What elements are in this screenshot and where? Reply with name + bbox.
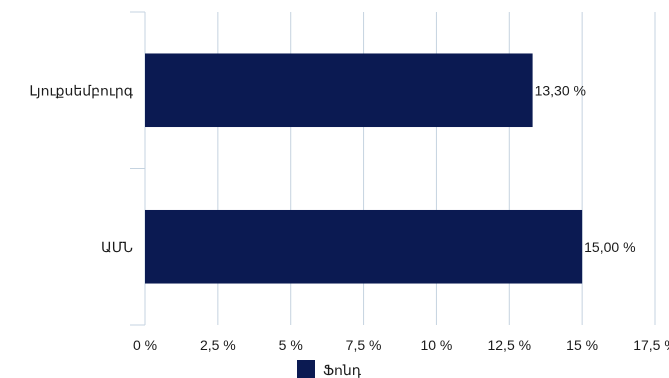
x-tick-label: 17,5 %: [633, 337, 669, 353]
category-axis-ticks: [130, 11, 145, 326]
x-tick-label: 0 %: [133, 337, 157, 353]
legend: Ֆոնդ: [297, 360, 362, 378]
x-tick-label: 12,5 %: [487, 337, 531, 353]
x-tick-label: 7,5 %: [346, 337, 382, 353]
data-label: 15,00 %: [584, 239, 635, 255]
data-label: 13,30 %: [535, 82, 586, 98]
bar: [145, 209, 583, 284]
category-labels: Լյուքսեմբուրգ ԱՄՆ: [29, 82, 133, 255]
x-tick-label: 15 %: [566, 337, 598, 353]
category-label: ԱՄՆ: [101, 239, 133, 255]
bars: [145, 53, 583, 284]
legend-swatch: [297, 360, 315, 378]
category-label: Լյուքսեմբուրգ: [29, 82, 133, 98]
legend-label: Ֆոնդ: [323, 362, 362, 378]
x-axis-tick-labels: 0 % 2,5 % 5 % 7,5 % 10 % 12,5 % 15 % 17,5 %: [133, 337, 669, 353]
x-tick-label: 5 %: [279, 337, 303, 353]
x-tick-label: 2,5 %: [200, 337, 236, 353]
data-labels: 13,30 % 15,00 %: [535, 82, 636, 255]
x-tick-label: 10 %: [420, 337, 452, 353]
bar: [145, 53, 533, 128]
